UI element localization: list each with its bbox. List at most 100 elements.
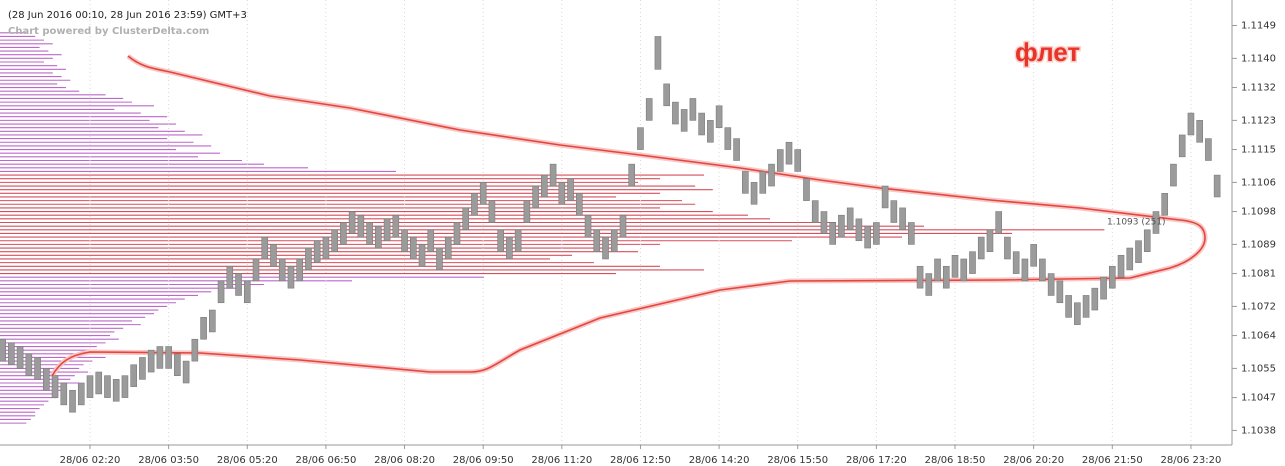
price-bar — [890, 200, 898, 223]
price-bar — [951, 255, 959, 278]
y-tick-label: 1.1038 — [1241, 425, 1276, 436]
price-bar — [340, 222, 347, 245]
price-bar — [549, 163, 557, 187]
price-bar — [471, 193, 478, 216]
price-bar — [803, 178, 810, 201]
price-bar — [1056, 280, 1064, 304]
price-bar — [925, 273, 933, 296]
price-bar — [1196, 120, 1203, 143]
price-bar — [139, 357, 146, 380]
price-bar — [209, 309, 216, 333]
price-bar — [916, 265, 924, 289]
price-bar — [418, 244, 426, 267]
chart-title: (28 Jun 2016 00:10, 28 Jun 2016 23:59) G… — [8, 10, 247, 21]
price-bar — [1082, 295, 1090, 318]
y-tick-label: 1.1140 — [1241, 53, 1276, 64]
poc-label: 1.1093 (251) — [1107, 218, 1166, 228]
price-bar — [986, 229, 994, 252]
price-bar — [838, 214, 845, 238]
price-bar — [724, 127, 732, 150]
price-bar — [1205, 138, 1212, 161]
price-bar — [1100, 276, 1107, 300]
y-tick-label: 1.1123 — [1241, 115, 1276, 126]
price-bar — [436, 247, 443, 271]
price-bar — [104, 375, 111, 398]
price-bar — [1012, 251, 1020, 274]
price-bar — [881, 185, 889, 209]
price-bar — [1178, 134, 1186, 158]
x-tick-label: 28/06 23:20 — [1161, 455, 1222, 466]
price-bar — [934, 258, 941, 282]
y-tick-label: 1.1055 — [1241, 363, 1276, 374]
price-bar — [235, 273, 242, 296]
price-bar — [226, 265, 234, 289]
price-bar — [698, 112, 705, 136]
price-bar — [1213, 174, 1221, 198]
x-tick-label: 28/06 14:20 — [689, 455, 750, 466]
price-bar — [1021, 258, 1029, 282]
price-bar — [576, 193, 583, 216]
price-bar — [960, 258, 968, 282]
price-bar — [619, 214, 627, 238]
range-contour — [51, 55, 1206, 377]
price-bar — [217, 280, 225, 304]
x-tick-label: 28/06 17:20 — [846, 455, 907, 466]
price-bar — [16, 346, 24, 369]
price-bar — [672, 101, 679, 125]
price-bar — [942, 265, 950, 289]
price-bar — [1126, 247, 1134, 271]
price-bar — [1161, 193, 1169, 216]
price-bar — [969, 251, 976, 274]
price-bar — [532, 185, 539, 209]
price-bar — [1152, 211, 1160, 234]
price-bar — [322, 236, 330, 260]
price-bar — [296, 258, 303, 282]
price-bar — [69, 389, 76, 413]
price-bar — [0, 338, 6, 362]
price-bar — [1117, 255, 1125, 278]
price-bar — [77, 382, 85, 406]
price-bar — [908, 222, 915, 245]
price-bar — [1135, 240, 1142, 263]
price-bar — [873, 222, 880, 245]
y-tick-label: 1.1089 — [1241, 239, 1276, 250]
price-bar — [43, 368, 50, 391]
price-bar — [313, 240, 321, 263]
price-bar — [654, 36, 662, 70]
x-tick-label: 28/06 21:50 — [1082, 455, 1143, 466]
price-bar — [567, 178, 574, 201]
price-bar — [1004, 236, 1011, 260]
price-bar — [375, 225, 382, 249]
price-bar — [584, 214, 592, 238]
price-bar — [462, 207, 470, 231]
price-bar — [60, 382, 68, 406]
y-tick-label: 1.1098 — [1241, 207, 1276, 218]
price-bar — [497, 229, 504, 252]
price-bar — [628, 163, 636, 187]
price-bar — [366, 222, 373, 245]
y-tick-label: 1.1081 — [1241, 269, 1276, 280]
price-bar — [715, 105, 723, 128]
price-bar — [680, 109, 688, 132]
price-bar — [34, 357, 41, 380]
x-tick-label: 28/06 11:20 — [531, 455, 592, 466]
price-bar — [252, 258, 260, 282]
x-tick-label: 28/06 03:50 — [138, 455, 199, 466]
price-bar — [768, 163, 775, 187]
price-bar — [191, 338, 199, 362]
x-tick-label: 28/06 20:20 — [1003, 455, 1064, 466]
price-bar — [130, 364, 137, 387]
price-bar — [121, 375, 129, 398]
price-bar — [1039, 258, 1046, 282]
price-bar — [287, 265, 295, 289]
y-tick-label: 1.1132 — [1241, 83, 1276, 94]
x-tick-label: 28/06 12:50 — [610, 455, 671, 466]
price-bar — [51, 375, 59, 398]
y-tick-label: 1.1047 — [1241, 393, 1276, 404]
price-bar — [112, 379, 120, 402]
price-bar — [261, 236, 269, 260]
price-bar — [689, 98, 697, 121]
price-bar — [453, 222, 461, 245]
